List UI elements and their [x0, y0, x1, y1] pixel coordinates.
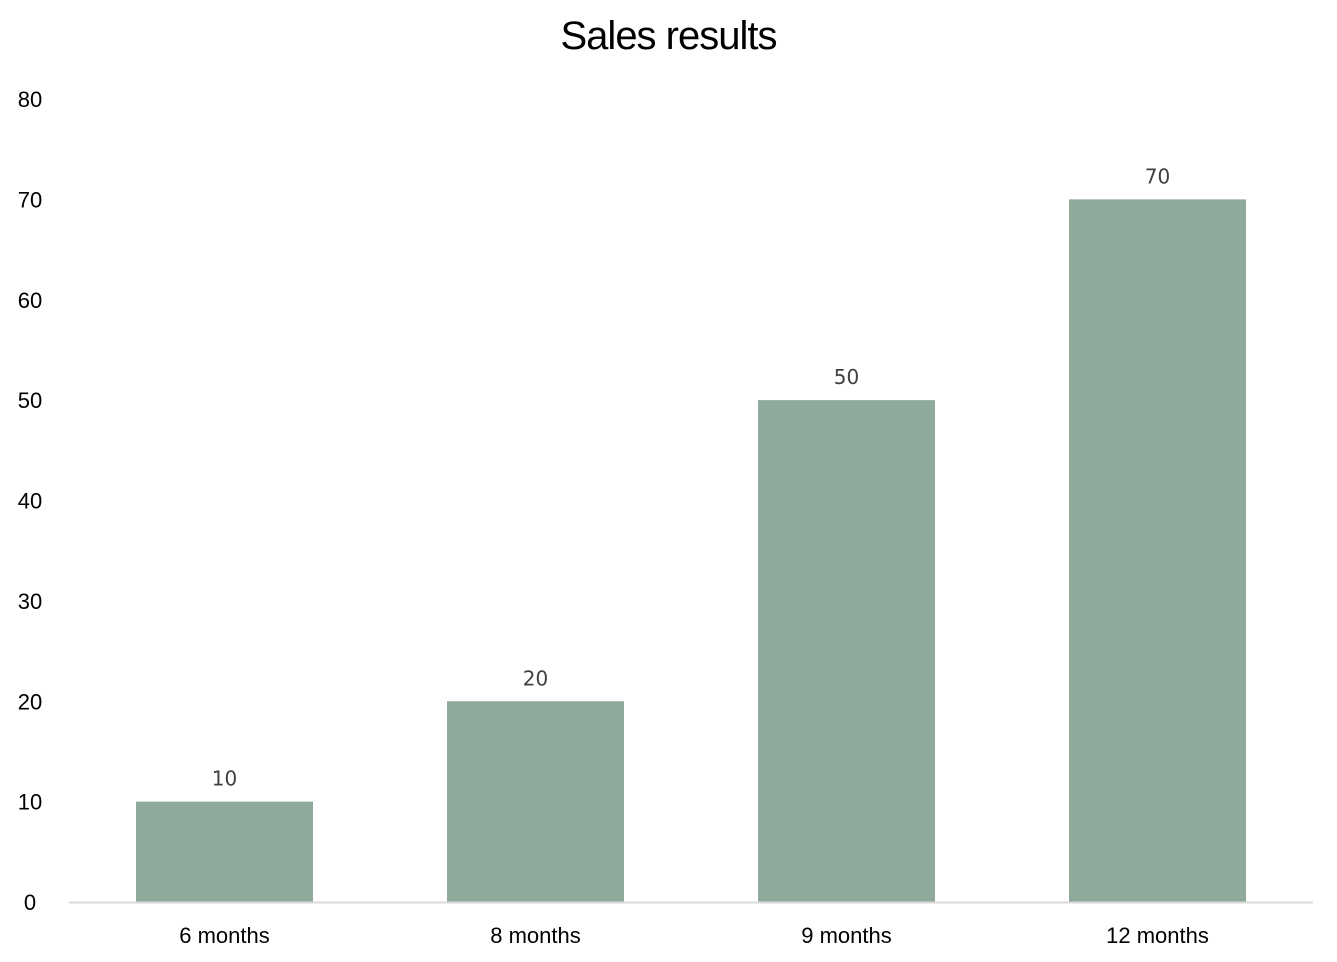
- y-tick-label: 10: [18, 790, 42, 815]
- chart-title: Sales results: [560, 14, 778, 58]
- x-tick-label: 9 months: [801, 923, 892, 948]
- x-tick-label: 12 months: [1106, 923, 1209, 948]
- data-label: 20: [523, 666, 548, 690]
- bars-group: [136, 199, 1246, 902]
- bar: [447, 701, 624, 902]
- data-labels-group: 10 20 50 70: [212, 164, 1170, 790]
- y-tick-label: 30: [18, 589, 42, 614]
- y-tick-label: 40: [18, 489, 42, 514]
- x-tick-label: 6 months: [179, 923, 270, 948]
- y-tick-label: 50: [18, 388, 42, 413]
- x-axis: 6 months 8 months 9 months 12 months: [179, 923, 1209, 948]
- data-label: 50: [834, 365, 859, 389]
- x-tick-label: 8 months: [490, 923, 581, 948]
- y-tick-label: 70: [18, 187, 42, 212]
- data-label: 70: [1145, 164, 1170, 188]
- y-tick-label: 0: [24, 890, 36, 915]
- y-tick-label: 60: [18, 288, 42, 313]
- bar: [136, 801, 313, 902]
- y-axis: 0 10 20 30 40 50 60 70 80: [18, 87, 42, 915]
- data-label: 10: [212, 767, 237, 791]
- bar: [758, 400, 935, 902]
- y-tick-label: 80: [18, 87, 42, 112]
- bar: [1069, 199, 1246, 902]
- y-tick-label: 20: [18, 689, 42, 714]
